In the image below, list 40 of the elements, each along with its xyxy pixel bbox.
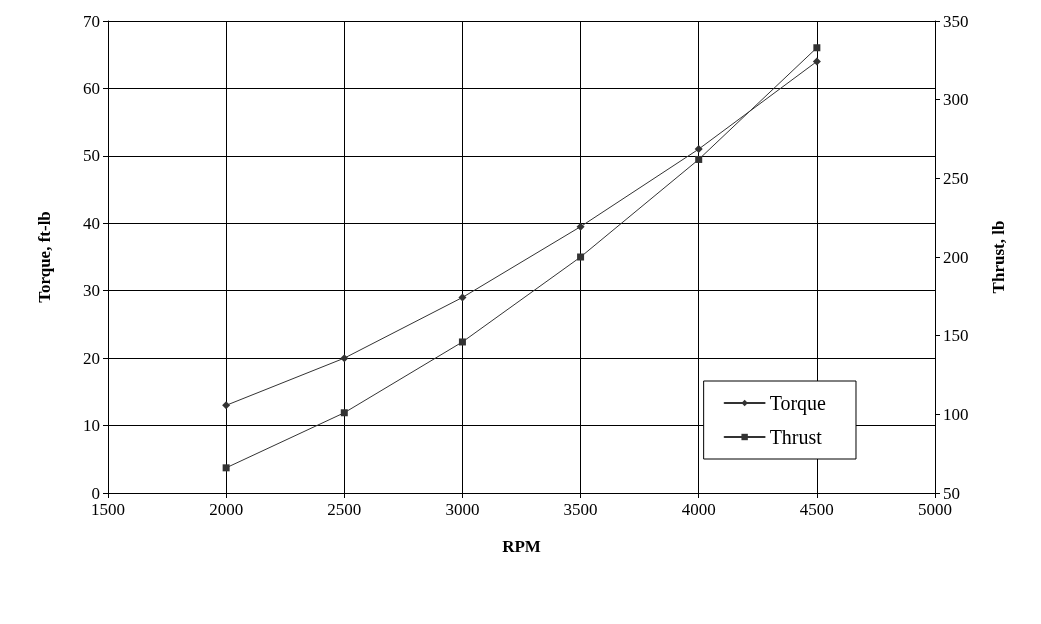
point — [222, 464, 230, 472]
y2-tick-label: 150 — [943, 326, 969, 346]
point — [340, 409, 348, 417]
y-tick-label: 70 — [83, 11, 100, 31]
y2-axis-title: Thrust, lb — [989, 220, 1008, 294]
y-tick-label: 60 — [83, 78, 100, 98]
y2-tick-label: 100 — [943, 404, 969, 424]
y2-tick-label: 50 — [943, 483, 960, 503]
point — [812, 57, 821, 66]
legend-label: Thrust — [769, 426, 823, 448]
y-tick-label: 20 — [83, 348, 100, 368]
y-tick-label: 0 — [91, 483, 100, 503]
x-tick-label: 4000 — [681, 500, 716, 519]
y-tick-label: 50 — [83, 146, 100, 166]
x-tick-label: 2000 — [209, 500, 244, 519]
x-tick-label: 4500 — [799, 500, 834, 519]
x-tick-label: 1500 — [91, 500, 125, 519]
point — [577, 253, 585, 261]
point — [695, 155, 703, 163]
y-tick-label: 40 — [83, 213, 100, 233]
point — [813, 44, 821, 52]
point — [340, 354, 349, 363]
y-axis-title: Torque, ft-lb — [35, 211, 54, 303]
y-tick-label: 10 — [83, 416, 100, 436]
y2-tick-label: 200 — [943, 247, 969, 267]
legend-label: Torque — [769, 392, 827, 415]
point — [694, 145, 703, 154]
y-tick-label: 30 — [83, 281, 100, 301]
y2-tick-label: 300 — [943, 90, 969, 110]
point — [458, 338, 466, 346]
y2-tick-label: 250 — [943, 168, 969, 188]
y2-tick-label: 350 — [943, 11, 969, 31]
point — [458, 293, 467, 302]
x-axis-title: RPM — [502, 537, 541, 556]
x-tick-label: 3000 — [445, 500, 480, 519]
x-tick-label: 5000 — [918, 500, 952, 519]
point — [222, 401, 231, 410]
x-tick-label: 2500 — [327, 500, 362, 519]
point — [576, 222, 585, 231]
x-tick-label: 3500 — [563, 500, 598, 519]
